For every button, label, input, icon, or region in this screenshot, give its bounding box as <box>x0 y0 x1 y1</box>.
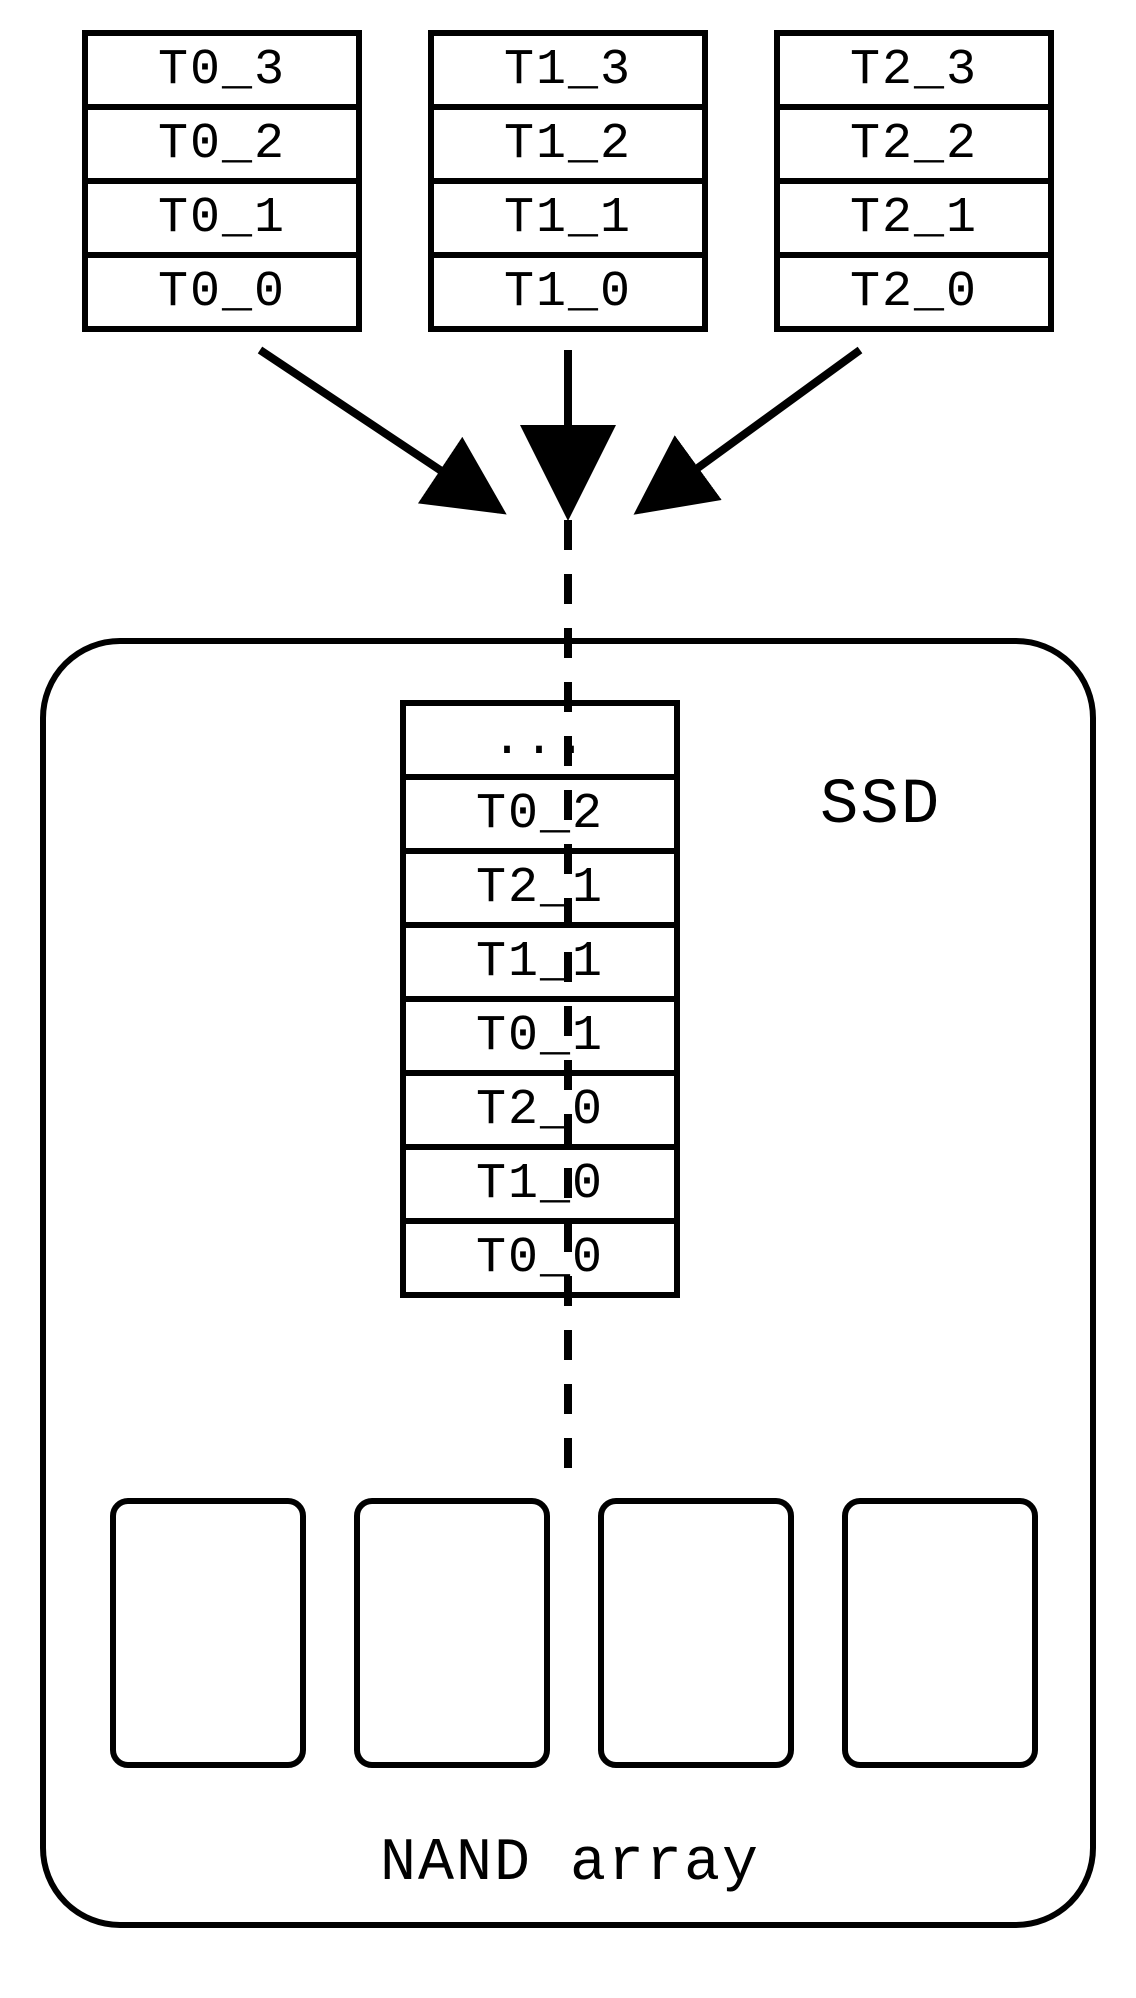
stack1-cell-3: T1_0 <box>434 258 702 326</box>
stack0-cell-0: T0_3 <box>88 36 356 110</box>
nand-block-0 <box>110 1498 306 1768</box>
nand-array-label: NAND array <box>380 1830 760 1898</box>
arrow-left <box>260 350 500 510</box>
nand-block-1 <box>354 1498 550 1768</box>
nand-block-3 <box>842 1498 1038 1768</box>
source-stack-1: T1_3 T1_2 T1_1 T1_0 <box>428 30 708 332</box>
stack2-cell-1: T2_2 <box>780 110 1048 184</box>
stack2-cell-2: T2_1 <box>780 184 1048 258</box>
stack2-cell-3: T2_0 <box>780 258 1048 326</box>
queue-cell-5: T2_0 <box>406 1076 674 1150</box>
nand-array-row <box>110 1498 1038 1768</box>
stack1-cell-1: T1_2 <box>434 110 702 184</box>
stack0-cell-1: T0_2 <box>88 110 356 184</box>
queue-cell-1: T0_2 <box>406 780 674 854</box>
nand-block-2 <box>598 1498 794 1768</box>
queue-cell-3: T1_1 <box>406 928 674 1002</box>
source-stack-2: T2_3 T2_2 T2_1 T2_0 <box>774 30 1054 332</box>
stack1-cell-0: T1_3 <box>434 36 702 110</box>
stack2-cell-0: T2_3 <box>780 36 1048 110</box>
source-stack-0: T0_3 T0_2 T0_1 T0_0 <box>82 30 362 332</box>
stack0-cell-2: T0_1 <box>88 184 356 258</box>
arrow-right <box>640 350 860 510</box>
queue-cell-6: T1_0 <box>406 1150 674 1224</box>
queue-stack: ... T0_2 T2_1 T1_1 T0_1 T2_0 T1_0 T0_0 <box>400 700 680 1298</box>
queue-cell-0: ... <box>406 706 674 780</box>
stack1-cell-2: T1_1 <box>434 184 702 258</box>
ssd-label: SSD <box>820 770 941 842</box>
queue-cell-2: T2_1 <box>406 854 674 928</box>
queue-cell-4: T0_1 <box>406 1002 674 1076</box>
stack0-cell-3: T0_0 <box>88 258 356 326</box>
queue-cell-7: T0_0 <box>406 1224 674 1292</box>
